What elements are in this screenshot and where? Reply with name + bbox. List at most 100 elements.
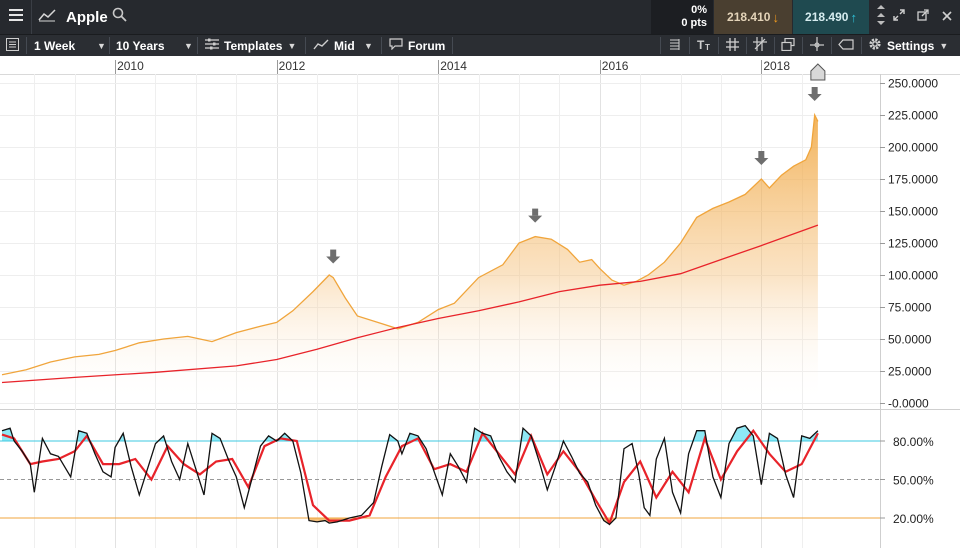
- x-tick-label: 2014: [440, 59, 467, 73]
- crosshair-button[interactable]: [810, 35, 824, 56]
- alert-marker-icon: [810, 63, 826, 81]
- grid-icon: [726, 37, 739, 54]
- forum-label: Forum: [408, 38, 446, 53]
- time-axis-background: [0, 56, 960, 74]
- hamburger-menu-button[interactable]: [0, 0, 32, 34]
- y-tick-label: -0.0000: [888, 397, 929, 411]
- svg-text:T: T: [705, 43, 710, 51]
- grid-button[interactable]: [726, 35, 739, 56]
- drawing-list-button[interactable]: [668, 35, 681, 56]
- stochastic-k-line: [1, 424, 819, 526]
- y-tick-label: 100.0000: [888, 269, 938, 283]
- arrow-shaft: [811, 87, 818, 94]
- popout-icon: [917, 8, 929, 26]
- price-chart[interactable]: 2010 2012 2014 2016 2018 250.0000 225.0000 200…: [0, 56, 960, 548]
- signal-arrow-down-icon: [528, 208, 543, 223]
- layers-icon: [781, 37, 795, 54]
- sell-price: 218.410: [727, 10, 771, 24]
- y-tick-label: 50.0000: [888, 333, 932, 347]
- settings-dropdown[interactable]: Settings ▼: [868, 35, 948, 56]
- label-button[interactable]: [838, 35, 854, 56]
- range-dropdown[interactable]: 10 Years: [116, 35, 165, 56]
- instrument-name[interactable]: Apple: [66, 9, 108, 26]
- sell-price-button[interactable]: 218.410 ↓: [714, 0, 792, 34]
- arrow-shaft: [532, 208, 539, 216]
- chart-toolbar: 1 Week ▼ 10 Years ▼ Templates ▼ Mid ▼: [0, 34, 960, 56]
- search-icon: [112, 7, 127, 27]
- templates-icon: [205, 38, 219, 53]
- y-tick-label: 175.0000: [888, 173, 938, 187]
- arrow-shaft: [758, 151, 765, 158]
- signal-arrow-down-icon: [326, 249, 341, 264]
- house-shape: [810, 63, 826, 81]
- y-tick-label: 75.0000: [888, 301, 932, 315]
- arrow-head: [528, 215, 543, 223]
- osc-y-tick-label: 50.00%: [893, 474, 934, 488]
- line-chart-icon: [313, 39, 329, 53]
- arrow-head: [326, 256, 341, 264]
- line-chart-icon: [38, 8, 56, 27]
- price-line: [1, 112, 819, 376]
- buy-price: 218.490: [805, 10, 849, 24]
- signal-arrow-down-icon: [807, 87, 822, 101]
- gear-icon: [868, 37, 882, 54]
- arrow-head: [754, 158, 769, 165]
- x-tick-label: 2018: [763, 59, 790, 73]
- price-type-dropdown[interactable]: Mid: [313, 35, 355, 56]
- change-percent: 0%: [691, 4, 707, 16]
- stochastic-d-line: [1, 428, 819, 526]
- chevron-down-icon: ▼: [364, 40, 373, 51]
- close-button[interactable]: [936, 0, 958, 34]
- expand-icon: [893, 8, 905, 26]
- interval-label: 1 Week: [34, 38, 76, 53]
- templates-dropdown[interactable]: Templates ▼: [205, 35, 296, 56]
- moving-average-line: [1, 224, 819, 384]
- speech-bubble-icon: [389, 38, 403, 53]
- chevron-down-icon: ▼: [939, 40, 949, 51]
- popout-button[interactable]: [912, 0, 934, 34]
- title-bar: Apple 0% 0 pts 218.410 ↓ 218.490 ↑: [0, 0, 960, 34]
- search-button[interactable]: [108, 0, 130, 34]
- osc-y-tick-label: 80.00%: [893, 435, 934, 449]
- change-points: 0 pts: [681, 17, 707, 29]
- crosshair-grid-icon: [753, 37, 767, 54]
- list-icon: [6, 37, 19, 54]
- crosshair-icon: [810, 37, 824, 54]
- y-tick-label: 250.0000: [888, 77, 938, 91]
- arrow-head: [807, 94, 822, 101]
- y-tick-label: 25.0000: [888, 365, 932, 379]
- chart-list-button[interactable]: [6, 35, 19, 56]
- chart-type-button[interactable]: [33, 0, 61, 34]
- forum-button[interactable]: Forum: [389, 35, 445, 56]
- expand-button[interactable]: [888, 0, 910, 34]
- interval-dropdown[interactable]: 1 Week: [34, 35, 75, 56]
- layers-button[interactable]: [781, 35, 795, 56]
- y-tick-label: 125.0000: [888, 237, 938, 251]
- chevron-down-icon: ▼: [184, 40, 193, 51]
- triangles-icon: [876, 4, 886, 31]
- arrow-shaft: [330, 249, 337, 257]
- range-label: 10 Years: [116, 38, 165, 53]
- y-tick-label: 200.0000: [888, 141, 938, 155]
- price-change: 0% 0 pts: [651, 0, 713, 34]
- crosshair-grid-button[interactable]: [753, 35, 767, 56]
- osc-y-tick-label: 20.00%: [893, 512, 934, 526]
- x-tick-label: 2016: [602, 59, 629, 73]
- y-tick-label: 225.0000: [888, 109, 938, 123]
- scroll-buttons[interactable]: [870, 0, 892, 34]
- chevron-down-icon: ▼: [97, 40, 106, 51]
- svg-text:T: T: [697, 38, 705, 51]
- chart-area[interactable]: 2010 2012 2014 2016 2018 250.0000 225.0000 200…: [0, 56, 960, 548]
- templates-label: Templates: [224, 38, 283, 53]
- x-tick-label: 2012: [279, 59, 306, 73]
- tag-icon: [838, 38, 854, 53]
- arrow-down-icon: ↓: [772, 9, 779, 25]
- y-tick-label: 150.0000: [888, 205, 938, 219]
- signal-arrow-down-icon: [754, 151, 769, 165]
- buy-price-button[interactable]: 218.490 ↑: [793, 0, 869, 34]
- price-type-label: Mid: [334, 38, 355, 53]
- x-tick-label: 2010: [117, 59, 144, 73]
